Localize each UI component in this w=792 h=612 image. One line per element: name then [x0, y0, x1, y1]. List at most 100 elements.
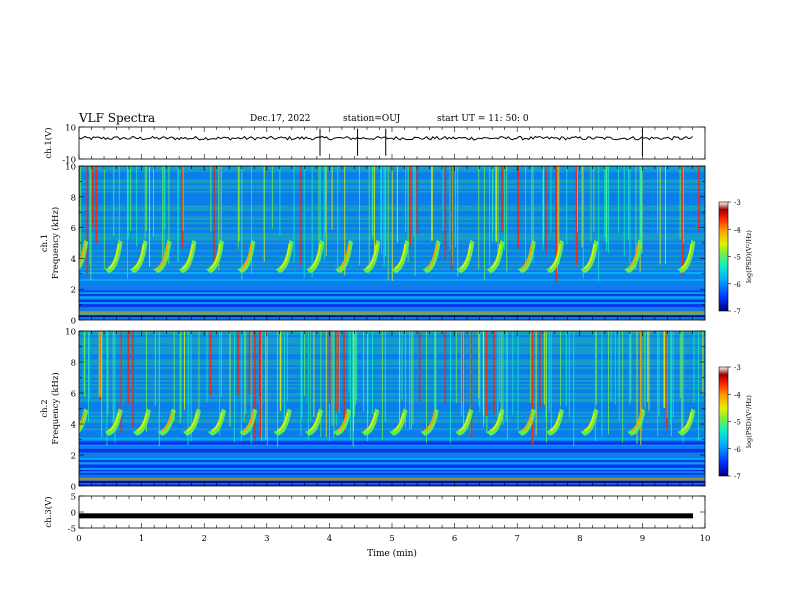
chorus-core — [549, 243, 561, 270]
noise-band — [79, 411, 705, 414]
sferic — [344, 166, 346, 276]
sferic — [279, 166, 281, 236]
sferic — [670, 331, 672, 425]
y-tick-label: 10 — [65, 328, 76, 338]
chorus-core — [521, 412, 533, 432]
sferic — [478, 166, 480, 270]
noise-band — [79, 398, 705, 401]
sferic — [679, 331, 681, 399]
interference-line — [79, 457, 705, 460]
sferic — [337, 166, 339, 268]
noise-band — [79, 446, 705, 449]
sferic — [127, 331, 130, 404]
sferic — [409, 331, 410, 431]
y-tick-label: 6 — [71, 224, 76, 234]
sferic — [343, 331, 345, 432]
sferic — [162, 166, 164, 260]
noise-band — [79, 370, 705, 373]
noise-band — [79, 335, 705, 338]
noise-band — [79, 415, 705, 418]
sferic — [354, 331, 356, 417]
sferic — [130, 166, 132, 231]
sferic — [80, 166, 82, 255]
chorus-core — [308, 412, 320, 432]
ch2-spectrogram-image — [79, 331, 705, 486]
sferic — [682, 331, 684, 443]
sferic — [647, 331, 649, 403]
colorbar-label: log(PSD)(V²/Hz) — [745, 230, 753, 283]
sferic — [325, 166, 327, 234]
sferic — [682, 166, 684, 275]
chorus-core — [79, 412, 86, 429]
sferic — [218, 166, 220, 271]
sferic — [106, 331, 108, 446]
chorus-core — [278, 243, 291, 270]
noise-band — [79, 450, 705, 453]
sferic — [608, 166, 609, 254]
chorus-core — [108, 412, 120, 432]
sferic — [338, 331, 340, 413]
sferic — [99, 331, 101, 401]
x-tick-label: 2 — [201, 534, 206, 544]
x-tick-label: 5 — [389, 534, 394, 544]
sferic — [331, 331, 333, 426]
noise-band — [79, 469, 705, 472]
chorus-core — [521, 243, 533, 270]
sferic — [636, 331, 638, 444]
noise-band — [79, 339, 705, 341]
y-tick-label: 2 — [71, 452, 76, 462]
colorbar-tick-label: -3 — [734, 199, 741, 207]
sferic — [83, 331, 85, 395]
sferic — [95, 166, 98, 243]
x-axis-label: Time (min) — [367, 548, 417, 559]
sferic — [99, 331, 102, 398]
sferic — [301, 331, 303, 419]
sferic — [318, 166, 320, 259]
y-tick-label: 0 — [71, 317, 76, 327]
sferic — [277, 331, 279, 448]
interference-line — [79, 437, 705, 440]
chorus-core — [338, 243, 350, 270]
sferic — [512, 331, 514, 416]
sferic — [401, 331, 403, 400]
noise-band — [79, 407, 705, 410]
sferic — [307, 331, 309, 441]
y-tick-label: 2 — [71, 286, 76, 296]
sferic — [535, 331, 537, 436]
sferic — [575, 166, 578, 265]
sferic — [543, 166, 545, 240]
sferic — [144, 166, 146, 239]
noise-band — [79, 387, 705, 390]
sferic — [258, 331, 261, 397]
sferic — [640, 331, 642, 445]
noise-band — [79, 465, 705, 468]
y-tick-label: 10 — [65, 124, 76, 134]
interference-line — [79, 292, 705, 295]
sferic — [237, 331, 239, 396]
sferic — [663, 331, 666, 408]
noise-band — [79, 286, 705, 289]
sferic — [220, 166, 222, 248]
noise-band — [79, 417, 705, 420]
chorus-core — [458, 412, 471, 432]
sferic — [492, 166, 493, 242]
noise-band — [79, 359, 705, 362]
sferic — [595, 331, 597, 405]
sferic — [325, 166, 327, 256]
sferic — [454, 166, 456, 248]
colorbar-tick-label: -4 — [734, 226, 741, 234]
sferic — [210, 166, 212, 232]
sferic — [181, 166, 183, 248]
sferic — [103, 166, 105, 270]
noise-band — [79, 346, 705, 349]
x-tick-label: 4 — [327, 534, 332, 544]
sferic — [666, 331, 668, 419]
noise-band — [79, 428, 705, 431]
sferic — [265, 331, 267, 440]
interference-line — [79, 467, 705, 470]
sferic — [679, 166, 681, 239]
colorbar-tick-label: -4 — [734, 391, 741, 399]
noise-band — [79, 424, 705, 427]
sferic — [641, 331, 643, 432]
sferic — [530, 331, 532, 403]
